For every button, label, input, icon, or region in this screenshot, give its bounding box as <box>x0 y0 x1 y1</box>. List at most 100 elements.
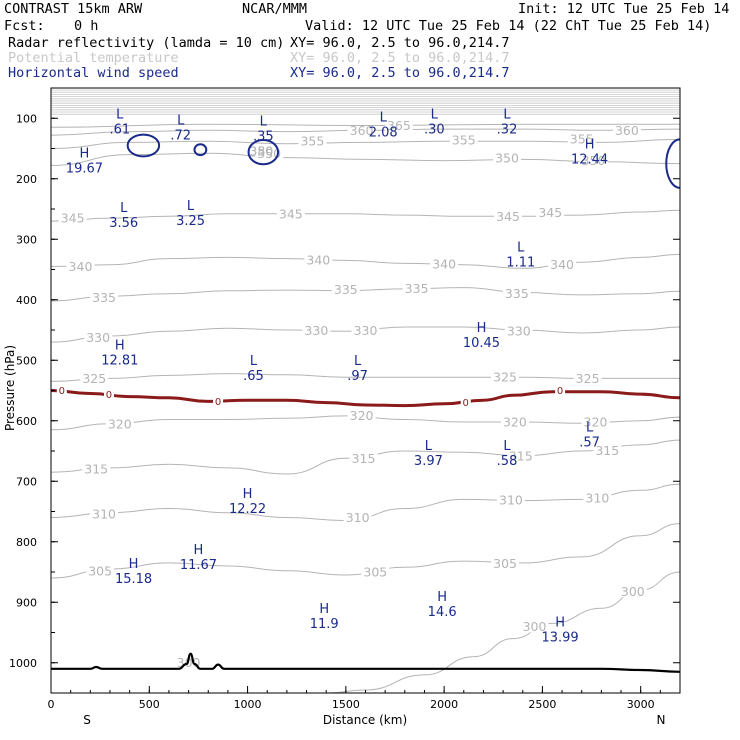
y-tick-label: 400 <box>16 294 37 307</box>
extremum-value: .35 <box>253 130 274 145</box>
theta-contour-label: 350 <box>495 151 519 166</box>
high-marker: H <box>319 602 329 617</box>
theta-contour-label: 350 <box>249 144 273 159</box>
high-marker: H <box>477 321 487 336</box>
theta-contour-label: 305 <box>363 565 387 580</box>
low-marker: L <box>431 107 439 122</box>
theta-contour-label: 340 <box>306 252 330 267</box>
contour-label-bg <box>583 491 612 505</box>
plot-area: 300 300 305 305 305 310 310 310 310 315 315 315 315 3… <box>9 87 681 711</box>
contour-label-bg <box>58 211 87 225</box>
contour-label-bg <box>86 563 115 577</box>
theta-contour-335 <box>51 287 680 302</box>
theta-contour-label: 335 <box>334 282 358 297</box>
theta-contour-label: 345 <box>279 206 303 221</box>
low-marker: L <box>120 201 128 216</box>
wind-extrema-labels: L.61L.72L.35L2.08L.30L.32H19.67H12.44L3.… <box>66 107 608 645</box>
x-tick-label: 500 <box>139 698 160 711</box>
extremum-value: 11.67 <box>180 558 217 573</box>
contour-label-bg <box>548 257 577 271</box>
x-tick-label: 1000 <box>234 698 262 711</box>
theta-contour-label: 355 <box>300 134 324 149</box>
extremum-value: .65 <box>243 369 264 384</box>
y-tick-label: 800 <box>16 536 37 549</box>
wind-contour <box>193 143 208 157</box>
low-marker: L <box>503 107 511 122</box>
contour-label-bg <box>496 493 525 507</box>
theta-contour-label: 305 <box>493 556 517 571</box>
theta-contour-label: 330 <box>304 323 328 338</box>
theta-contour-label: 305 <box>88 563 112 578</box>
theta-contour-label: 320 <box>350 408 374 423</box>
theta-contour-label: 345 <box>538 205 562 220</box>
extremum-value: .57 <box>579 436 600 451</box>
theta-contour-label: 355 <box>452 133 476 148</box>
contour-label-bg <box>593 443 622 457</box>
contour-label-bg <box>449 133 478 147</box>
extremum-value: .32 <box>497 122 518 137</box>
extremum-value: 19.67 <box>66 162 103 177</box>
theta-contour-label: 350 <box>582 153 606 168</box>
theta-contour-label: 310 <box>92 506 116 521</box>
contour-label-bg <box>331 282 360 296</box>
y-tick-label: 700 <box>16 475 37 488</box>
low-marker: L <box>517 240 525 255</box>
extremum-value: 3.25 <box>176 214 205 229</box>
y-tick-label: 300 <box>16 233 37 246</box>
contour-label-bg <box>491 556 520 570</box>
extremum-value: .72 <box>170 128 191 143</box>
theta-contour-label: 325 <box>493 370 517 385</box>
extremum-value: .58 <box>497 454 518 469</box>
contour-label-bg <box>349 451 378 465</box>
contour-label-bg <box>80 371 109 385</box>
high-marker: H <box>129 557 139 572</box>
org-title: NCAR/MMM <box>242 1 307 17</box>
y-tick-label: 600 <box>16 415 37 428</box>
low-marker: L <box>354 354 362 369</box>
contour-label-bg <box>573 371 602 385</box>
low-marker: L <box>586 421 594 436</box>
low-marker: L <box>116 107 124 122</box>
theta-contour-label: 335 <box>92 290 116 305</box>
contour-label-bg <box>302 323 331 337</box>
contour-label-bg <box>567 131 596 145</box>
freezing-level-label: 0 <box>463 398 469 409</box>
extremum-value: 1.11 <box>506 255 535 270</box>
low-marker: L <box>380 110 388 125</box>
contour-label-bg <box>502 286 531 300</box>
y-tick-label: 100 <box>16 112 37 125</box>
theta-contour-label: 330 <box>507 324 531 339</box>
contour-label-bg <box>494 209 523 223</box>
theta-contour-label: 310 <box>499 493 523 508</box>
extremum-value: 2.08 <box>369 125 398 140</box>
theta-contour-label: 365 <box>387 118 411 133</box>
low-marker: L <box>187 199 195 214</box>
fcst-label: Fcst: <box>4 18 45 34</box>
field-xy-theta: XY= 96.0, 2.5 to 96.0,214.7 <box>290 50 509 66</box>
freezing-level-contour: 0 0 0 0 0 <box>50 384 681 409</box>
contour-label-bg <box>347 123 376 137</box>
theta-contour-label: 360 <box>350 123 374 138</box>
y-tick-label: 500 <box>16 354 37 367</box>
y-axis-ticks: 100 200 300 400 500 600 700 800 900 1000 <box>9 112 680 670</box>
contour-label-bg <box>347 408 376 422</box>
extremum-value: 10.45 <box>463 336 500 351</box>
theta-contour-label: 345 <box>61 211 85 226</box>
valid-time: Valid: 12 UTC Tue 25 Feb 14 (22 ChT Tue … <box>305 18 711 34</box>
extremum-value: .61 <box>109 122 130 137</box>
theta-contour-label: 350 <box>257 146 281 161</box>
x-tick-label: 2500 <box>528 698 556 711</box>
contour-label-bg <box>612 123 641 137</box>
theta-contour-label: 330 <box>86 330 110 345</box>
contour-label-bg <box>520 619 549 633</box>
contour-label-bg <box>430 257 459 271</box>
init-time: Init: 12 UTC Tue 25 Feb 14 <box>518 1 729 17</box>
high-marker: H <box>115 338 125 353</box>
high-marker: H <box>437 590 447 605</box>
contour-label-bg <box>90 506 119 520</box>
freezing-level-label: 0 <box>557 386 563 397</box>
theta-contour-label: 320 <box>503 414 527 429</box>
freezing-level-label: 0 <box>59 386 65 397</box>
contour-label-bg <box>103 388 114 400</box>
